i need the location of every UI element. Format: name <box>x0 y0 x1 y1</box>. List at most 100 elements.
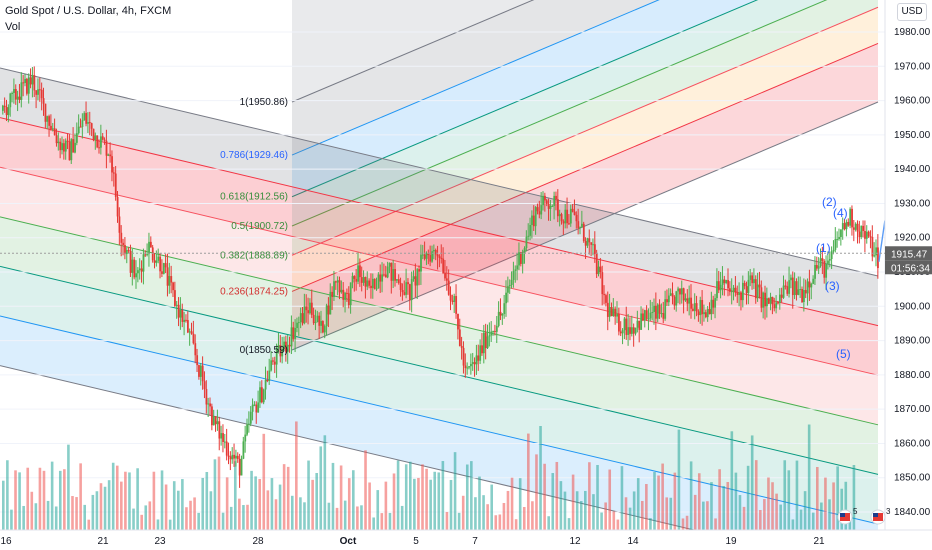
candle-body <box>292 327 295 339</box>
candle-body <box>634 327 637 334</box>
volume-bar <box>128 472 131 530</box>
candle-body <box>27 77 30 94</box>
candle-body <box>773 304 776 309</box>
volume-bar <box>335 507 339 530</box>
volume-bar <box>205 471 209 530</box>
candle-body <box>797 289 800 295</box>
candle-body <box>843 223 846 230</box>
candle-body <box>161 271 163 274</box>
fib-level-line <box>291 6 879 256</box>
candle-body <box>810 283 813 288</box>
volume-bar <box>392 473 396 530</box>
candle-body <box>668 295 670 303</box>
candle-body <box>133 259 136 278</box>
candle-body <box>298 322 300 324</box>
volume-bar <box>331 462 335 530</box>
candle-body <box>671 293 674 297</box>
time-tick-label: 16 <box>0 536 12 547</box>
candle-body <box>558 214 561 217</box>
candle-body <box>666 299 668 303</box>
candle-body <box>170 276 173 283</box>
volume-bar <box>10 509 13 530</box>
volume-bar <box>624 497 628 530</box>
candle-body <box>399 282 402 291</box>
candle-body <box>85 113 88 124</box>
candle-body <box>521 253 524 264</box>
time-tick-label: 7 <box>472 536 478 547</box>
candle-body <box>199 365 202 377</box>
candle-body <box>827 260 829 264</box>
candle-body <box>264 379 267 390</box>
candle-body <box>717 281 720 291</box>
candle-body <box>179 309 182 318</box>
volume-bar <box>258 478 262 530</box>
candle-body <box>357 265 359 282</box>
candle-body <box>449 294 452 301</box>
volume-bar <box>697 473 701 530</box>
volume-bar <box>441 461 445 530</box>
candle-body <box>187 320 189 333</box>
candle-body <box>688 297 691 304</box>
candle-body <box>871 236 874 257</box>
candle-body <box>490 331 493 336</box>
candle-body <box>784 285 787 287</box>
candle-body <box>372 278 374 289</box>
candle-body <box>497 311 500 326</box>
candle-body <box>288 344 291 347</box>
candle-body <box>429 255 432 262</box>
volume-bar <box>254 476 257 530</box>
candle-body <box>209 403 211 407</box>
volume-bar <box>295 421 298 530</box>
candle-body <box>174 290 176 306</box>
price-tick-label: 1880.00 <box>894 370 931 381</box>
candle-body <box>409 284 411 301</box>
candle-body <box>81 120 84 127</box>
candle-body <box>76 133 78 143</box>
candle-body <box>301 313 304 324</box>
candle-body <box>518 252 520 266</box>
candle-body <box>407 282 409 285</box>
candle-body <box>388 262 391 267</box>
candle-body <box>231 454 234 460</box>
candle-body <box>601 272 604 295</box>
candle-body <box>181 309 184 322</box>
currency-button[interactable]: USD <box>897 3 927 21</box>
candle-body <box>79 126 82 128</box>
candle-body <box>360 277 363 283</box>
candle-body <box>840 229 842 237</box>
candle-body <box>697 311 700 316</box>
candle-body <box>734 287 737 293</box>
volume-bar <box>148 501 152 530</box>
candle-body <box>447 280 450 295</box>
volume-bar <box>803 491 807 530</box>
candle-body <box>327 305 330 315</box>
candle-body <box>793 281 796 296</box>
candle-body <box>359 265 361 278</box>
volume-bar <box>63 469 66 530</box>
volume-bar <box>811 512 815 530</box>
fib-level-line <box>291 0 828 227</box>
candle-body <box>542 195 544 206</box>
volume-bar <box>286 466 290 530</box>
candle-body <box>832 249 835 252</box>
volume-bar <box>494 515 498 530</box>
volume-bar <box>657 475 660 530</box>
candle-body <box>312 314 315 323</box>
candle-body <box>203 381 206 390</box>
candle-body <box>520 252 522 264</box>
volume-bar <box>270 478 274 530</box>
candle-body <box>534 207 537 227</box>
candle-body <box>643 310 646 321</box>
volume-bar <box>722 485 725 530</box>
volume-bar <box>433 471 437 530</box>
volume-bar <box>409 461 412 530</box>
price-tick-label: 1950.00 <box>894 130 931 141</box>
candle-body <box>849 208 852 226</box>
candle-body <box>14 89 17 100</box>
candle-body <box>236 455 239 459</box>
candle-body <box>331 291 334 298</box>
volume-bar <box>555 461 559 530</box>
candle-body <box>125 249 128 255</box>
candle-body <box>767 298 770 304</box>
